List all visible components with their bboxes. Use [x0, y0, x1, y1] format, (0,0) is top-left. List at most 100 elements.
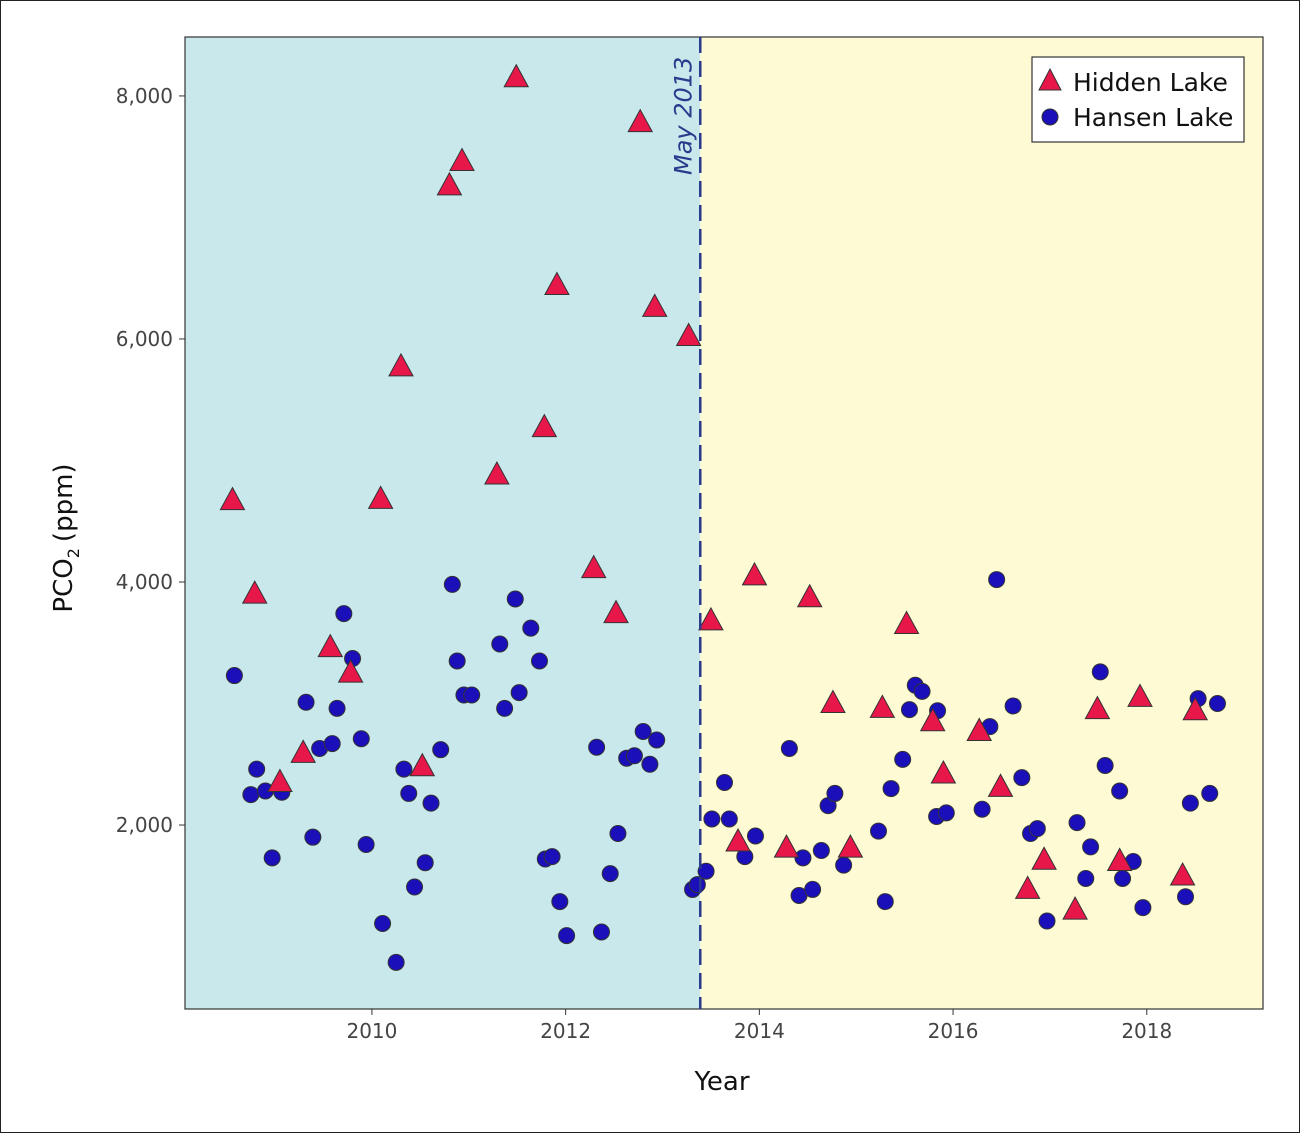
point-hansen-lake — [551, 893, 569, 911]
point-hansen-lake — [601, 865, 619, 883]
point-hansen-lake — [448, 652, 466, 670]
x-tick-label: 2012 — [540, 1019, 591, 1043]
point-hansen-lake — [1077, 869, 1095, 887]
point-hansen-lake — [432, 741, 450, 759]
point-hansen-lake — [913, 682, 931, 700]
point-hidden-lake — [409, 752, 436, 777]
point-hidden-lake — [580, 554, 607, 579]
point-hidden-lake — [388, 352, 414, 377]
point-hidden-lake — [1084, 695, 1111, 720]
point-hansen-lake — [780, 739, 798, 757]
point-hansen-lake — [530, 652, 548, 670]
y-tick-label: 4,000 — [116, 570, 173, 594]
point-hidden-lake — [367, 485, 394, 509]
point-hansen-lake — [395, 760, 413, 778]
point-hansen-lake — [416, 854, 434, 872]
point-hansen-lake — [588, 738, 606, 756]
point-hidden-lake — [603, 599, 629, 624]
point-hansen-lake — [1114, 869, 1132, 887]
point-hansen-lake — [357, 835, 375, 853]
point-hansen-lake — [422, 794, 440, 812]
point-hansen-lake — [374, 914, 392, 932]
point-hidden-lake — [725, 827, 751, 852]
y-axis-label: PCO2 (ppm) — [49, 463, 83, 612]
point-hansen-lake — [400, 784, 418, 802]
point-hansen-lake — [746, 827, 764, 845]
point-hidden-lake — [1062, 896, 1088, 920]
point-hidden-lake — [531, 413, 558, 438]
point-hansen-lake — [900, 701, 918, 719]
point-hidden-lake — [337, 659, 364, 683]
point-hidden-lake — [544, 271, 570, 295]
point-hidden-lake — [449, 147, 475, 172]
point-hansen-lake — [297, 693, 315, 711]
y-axis-ticks: 2,000 4,000 6,000 8,000 — [116, 84, 185, 837]
x-tick-label: 2016 — [928, 1019, 979, 1043]
point-hidden-lake — [641, 293, 668, 317]
point-hansen-lake — [406, 878, 424, 896]
point-hidden-lake — [796, 583, 823, 608]
point-hansen-lake — [1028, 820, 1046, 838]
region-0 — [185, 37, 701, 1009]
point-hidden-lake — [1106, 847, 1133, 871]
point-hansen-lake — [812, 842, 830, 860]
point-hansen-lake — [634, 722, 652, 740]
point-hidden-lake — [869, 694, 896, 718]
point-hansen-lake — [304, 828, 322, 846]
point-hansen-lake — [869, 822, 887, 840]
legend: Hidden Lake Hansen Lake — [1031, 56, 1245, 143]
x-tick-label: 2014 — [734, 1019, 785, 1043]
point-hansen-lake — [1096, 756, 1114, 774]
point-hidden-lake — [241, 580, 268, 604]
point-hansen-lake — [242, 786, 260, 804]
point-hansen-lake — [248, 760, 266, 778]
point-hansen-lake — [697, 862, 715, 880]
point-hansen-lake — [335, 605, 353, 623]
point-hansen-lake — [609, 825, 627, 843]
point-hidden-lake — [317, 633, 344, 658]
y-label-subscript: 2 — [64, 548, 83, 558]
point-hansen-lake — [1004, 697, 1022, 715]
y-tick-label: 2,000 — [116, 813, 173, 837]
point-hidden-lake — [675, 322, 702, 347]
point-hansen-lake — [1134, 899, 1152, 917]
point-hansen-lake — [443, 575, 461, 593]
legend-box — [1031, 56, 1245, 143]
point-hansen-lake — [496, 699, 514, 717]
point-hansen-lake — [1208, 695, 1226, 713]
point-hidden-lake — [919, 707, 946, 732]
y-tick-label: 6,000 — [116, 327, 173, 351]
point-hansen-lake — [522, 619, 540, 637]
point-hansen-lake — [937, 804, 955, 822]
point-hidden-lake — [290, 739, 317, 763]
point-hansen-lake — [328, 699, 346, 717]
point-hansen-lake — [1082, 838, 1100, 856]
point-hansen-lake — [804, 880, 822, 898]
point-hidden-lake — [436, 171, 463, 196]
point-hansen-lake — [1177, 888, 1195, 906]
point-hansen-lake — [510, 684, 528, 702]
point-hansen-lake — [882, 780, 900, 798]
point-hansen-lake — [323, 735, 341, 753]
data-points — [219, 63, 1226, 971]
point-hidden-lake — [698, 606, 724, 631]
point-hansen-lake — [641, 755, 659, 773]
vline-may-2013: May 2013 — [669, 37, 702, 1009]
point-hansen-lake — [506, 590, 524, 608]
point-hansen-lake — [648, 731, 666, 749]
legend-circle-icon — [1041, 108, 1059, 126]
point-hidden-lake — [741, 561, 768, 586]
point-hansen-lake — [1068, 814, 1086, 832]
legend-triangle-icon — [1038, 67, 1062, 91]
point-hansen-lake — [1201, 784, 1219, 802]
point-hansen-lake — [1091, 663, 1109, 681]
point-hidden-lake — [627, 108, 654, 133]
point-hidden-lake — [1182, 696, 1209, 721]
point-hansen-lake — [625, 747, 643, 765]
x-tick-label: 2010 — [346, 1019, 397, 1043]
point-hansen-lake — [463, 686, 481, 704]
point-hansen-lake — [973, 800, 991, 818]
point-hansen-lake — [1111, 782, 1129, 800]
point-hansen-lake — [1181, 794, 1199, 812]
point-hansen-lake — [491, 635, 509, 653]
